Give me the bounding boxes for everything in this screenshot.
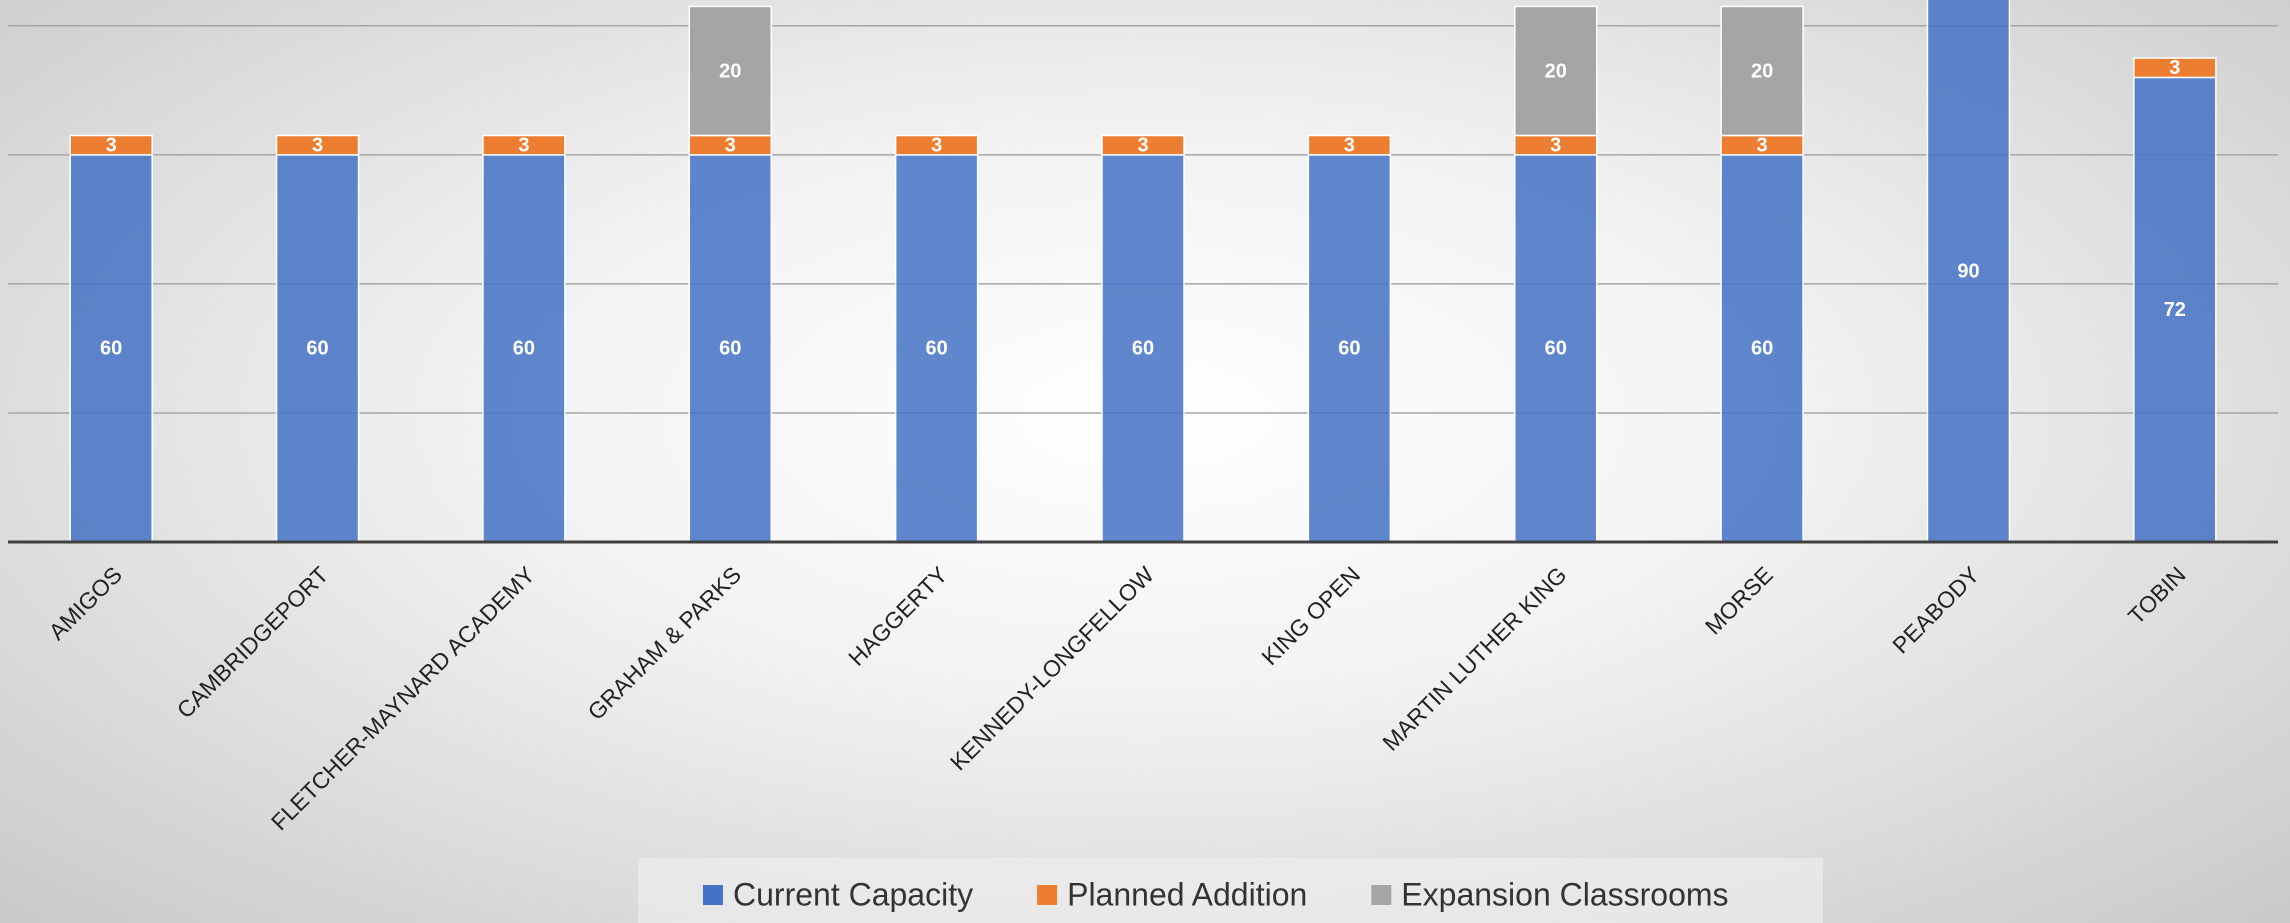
data-label: 60 [1545, 338, 1567, 360]
bar-segment [1307, 154, 1392, 542]
data-label: 90 [1957, 260, 1979, 282]
data-label: 3 [725, 134, 736, 156]
legend-label: Expansion Classrooms [1401, 876, 1728, 912]
data-label: 60 [1338, 338, 1360, 360]
data-label: 20 [1545, 60, 1567, 82]
data-label: 3 [1757, 134, 1768, 156]
bar-segment [275, 154, 360, 542]
data-label: 3 [2169, 57, 2180, 79]
data-label: 3 [518, 134, 529, 156]
bar-segment [894, 154, 979, 542]
x-tick-label: TOBIN [2123, 561, 2191, 629]
legend-swatch [1037, 885, 1058, 905]
x-tick-label: CAMBRIDGEPORT [172, 561, 334, 723]
bar-segment [1101, 154, 1185, 542]
data-label: 60 [1132, 338, 1154, 360]
data-label: 60 [513, 338, 535, 360]
bar-segment [688, 5, 773, 137]
bar-segment [69, 134, 153, 156]
data-label: 3 [106, 134, 117, 156]
bar-segment [894, 134, 979, 156]
bar-segment [1513, 5, 1598, 137]
bar-segment [1101, 134, 1185, 156]
bar-segment [2133, 57, 2217, 79]
legend-swatch [703, 885, 723, 905]
x-tick-label: HAGGERTY [843, 561, 952, 670]
bar-segment [482, 134, 566, 156]
data-label: 60 [306, 338, 328, 360]
x-tick-label: GRAHAM & PARKS [583, 561, 747, 725]
bar-segment [1720, 5, 1804, 137]
data-label: 20 [1751, 60, 1773, 82]
x-tick-label: KENNEDY-LONGFELLOW [945, 561, 1159, 775]
legend-label: Planned Addition [1067, 876, 1307, 912]
legend-swatch [1371, 885, 1392, 905]
legend-label: Current Capacity [733, 876, 973, 912]
bar-segment [1307, 134, 1392, 156]
data-label: 3 [1344, 134, 1355, 156]
data-label: 60 [719, 338, 741, 360]
data-label: 60 [1751, 338, 1773, 360]
data-label: 3 [931, 134, 942, 156]
x-tick-label: AMIGOS [44, 561, 127, 644]
data-label: 3 [1137, 134, 1148, 156]
legend-box [638, 858, 1823, 923]
bar-segment [69, 154, 153, 542]
x-tick-label: MARTIN LUTHER KING [1377, 561, 1571, 755]
x-tick-label: PEABODY [1887, 561, 1984, 658]
data-label: 3 [312, 134, 323, 156]
bar-segment [1926, 0, 2011, 542]
x-tick-label: KING OPEN [1256, 561, 1365, 670]
data-label: 3 [1550, 134, 1561, 156]
data-label: 60 [100, 338, 122, 360]
bar-segment [275, 134, 360, 156]
x-tick-label: MORSE [1700, 561, 1778, 639]
data-label: 20 [719, 60, 741, 82]
data-label: 60 [926, 338, 948, 360]
data-label: 72 [2164, 299, 2186, 321]
bar-segment [1513, 154, 1598, 542]
